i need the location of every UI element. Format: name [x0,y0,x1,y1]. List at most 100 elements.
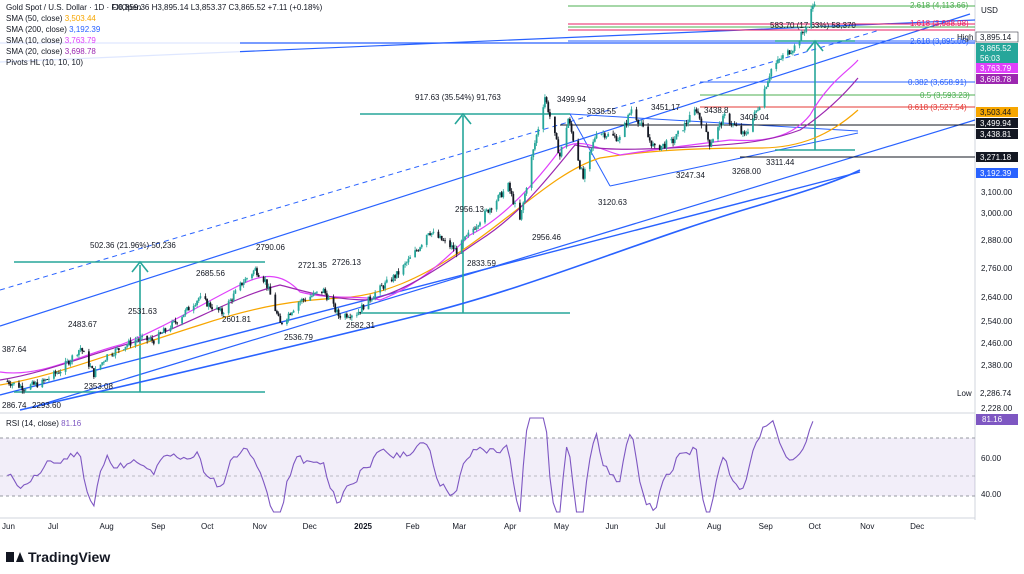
price-tag [976,43,1018,63]
candle-body [199,296,202,299]
candle-body [537,129,540,135]
candle-body [33,381,35,385]
candle-body [718,123,721,128]
candle-body [415,250,418,252]
candle-body [705,125,708,132]
candle-body [147,339,150,341]
candle-body [151,338,154,341]
candle-body [743,131,746,135]
pivot-label: 2536.79 [284,333,313,342]
candle-body [287,313,290,320]
price-tag-text: 3,503.44 [980,108,1012,117]
legend-sma10: SMA (10, close) 3,763.79 [6,36,96,45]
candle-body [801,32,804,33]
candle-body [31,381,34,385]
candle-body [803,31,806,33]
candle-body [763,88,766,108]
x-tick-label: Jul [48,522,58,531]
candle-body [117,348,120,351]
candle-body [519,202,521,220]
price-axis[interactable]: USD 3,100.00 3,100.00 3,000.00 2,880.00 … [976,6,1018,499]
candle-body [91,366,94,369]
pivot-label: 2685.56 [196,269,225,278]
candle-body [304,299,307,301]
candle-body [707,131,709,140]
candle-body [462,239,465,241]
x-tick-label: Oct [809,522,822,531]
candle-body [662,143,664,146]
x-tick-label: Dec [303,522,317,531]
candle-body [71,355,74,362]
triangle-top-line [569,113,859,132]
candle-body [289,313,292,315]
candle-body [565,127,568,147]
fib-label: 0.5 (3,593.23) [920,91,970,100]
candle-body [99,364,102,370]
fib-label: 0.382 (3,658.91) [908,78,967,87]
candle-body [520,210,523,220]
candle-body [673,139,676,144]
candle-body [194,304,197,306]
pivot-label: 2726.13 [332,258,361,267]
candle-body [502,191,505,198]
candle-body [810,9,813,27]
price-tag [976,168,1018,178]
candle-body [798,40,801,46]
measure-label: 917.63 (35.54%) 91,763 [415,93,501,102]
candle-body [264,279,267,282]
candle-body [455,248,458,254]
candle-body [532,149,535,158]
candle-body [254,268,257,271]
x-tick-label: Aug [707,522,721,531]
candle-body [397,271,400,275]
candle-body [593,138,596,142]
candle-body [337,309,340,317]
candle-body [557,139,560,154]
candle-body [425,234,428,245]
candle-body [623,123,626,137]
candle-body [116,348,119,350]
candle-body [487,209,490,213]
candle-body [442,240,445,242]
pivot-label: 3451.17 [651,103,680,112]
rsi-pane[interactable]: RSI (14, close) 81.16 [0,417,975,513]
y-tick-label: 2,380.00 [981,361,1013,370]
candle-body [355,314,358,316]
candle-body [181,317,183,324]
candle-body [583,168,586,179]
candle-body [169,328,172,332]
fib-label: 1.618 (3,988.98) [910,19,969,28]
candle-body [311,295,313,297]
price-tag-text: 3,698.78 [980,75,1012,84]
candle-body [452,245,455,250]
candle-body [693,109,696,115]
candle-body [697,111,699,113]
measure-label: 583.70 (17.63%) 58,370 [770,21,856,30]
candle-body [164,328,167,332]
candle-body [534,143,536,150]
candle-body [695,109,698,112]
candle-body [309,296,312,301]
candle-body [475,226,478,230]
pivot-label: 2956.13 [455,205,484,214]
candle-body [787,50,789,56]
candle-body [578,160,581,169]
candle-body [102,361,105,363]
candle-body [252,270,255,275]
x-tick-label: Feb [406,522,420,531]
price-tag [976,107,1018,117]
candle-body [104,360,107,362]
candle-body [628,113,631,115]
candle-body [327,297,330,300]
candle-body [129,340,132,346]
candle-body [499,192,501,196]
time-axis[interactable]: Jun Jul Aug Sep Oct Nov Dec 2025 Feb Mar Apr May Jun… [2,522,924,531]
measure-tools[interactable] [14,39,855,393]
candle-body [374,292,377,298]
candle-body [700,118,703,126]
candle-body [544,97,546,108]
triangle-bottom-line [609,132,859,187]
candle-body [216,307,218,310]
candle-body [658,145,661,150]
